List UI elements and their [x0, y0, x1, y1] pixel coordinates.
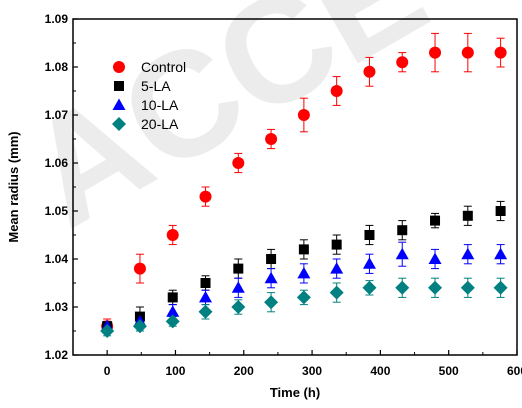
y-tick-label: 1.04	[45, 252, 69, 266]
5-la-point	[462, 210, 473, 221]
20-la-point	[460, 280, 475, 295]
20-la-point	[165, 314, 180, 329]
control-point	[265, 133, 278, 145]
control-point	[494, 46, 507, 59]
data-points	[100, 46, 508, 338]
10-la-point	[494, 247, 508, 260]
control-point	[166, 229, 179, 241]
10-la-point	[428, 252, 442, 264]
5-la-point	[397, 225, 408, 236]
5-la-point	[200, 278, 211, 288]
x-tick-label: 500	[439, 364, 459, 378]
y-tick-label: 1.07	[45, 108, 69, 122]
control-point	[133, 262, 146, 275]
x-tick-label: 300	[302, 364, 322, 378]
10-la-point	[330, 262, 344, 274]
y-tick-label: 1.03	[45, 300, 69, 314]
20-la-point	[329, 285, 344, 300]
control-point	[232, 157, 245, 169]
control-point	[297, 109, 310, 121]
control-point	[429, 46, 442, 59]
x-tick-label: 0	[104, 364, 111, 378]
20-la-point	[362, 280, 377, 295]
y-tick-label: 1.06	[45, 156, 69, 170]
legend-label-control: Control	[141, 59, 186, 75]
control-point	[199, 190, 212, 203]
x-tick-label: 200	[234, 364, 254, 378]
y-tick-label: 1.05	[45, 204, 69, 218]
legend: Control 5-LA 10-LA 20-LA	[112, 59, 186, 132]
control-point	[461, 46, 474, 59]
20-la-point	[296, 290, 311, 305]
5-la-point	[430, 215, 441, 226]
10-la-point	[297, 266, 311, 279]
legend-label-10-la: 10-LA	[141, 97, 179, 113]
20-la-point	[395, 280, 410, 295]
control-point	[330, 85, 343, 97]
y-axis-title: Mean radius (mm)	[6, 131, 21, 242]
5-la-point	[167, 292, 178, 303]
y-tick-label: 1.08	[45, 60, 69, 74]
control-point	[396, 56, 409, 69]
5-la-point	[266, 254, 277, 264]
20-la-point	[132, 319, 147, 334]
legend-label-5-la: 5-LA	[141, 78, 171, 94]
watermark-text: ACCE	[0, 0, 452, 259]
legend-label-20-la: 20-LA	[141, 116, 179, 132]
y-tick-label: 1.02	[45, 348, 69, 362]
x-tick-label: 600	[507, 364, 522, 378]
y-tick-label: 1.09	[45, 12, 69, 26]
5-la-point	[495, 206, 506, 216]
10-la-point	[461, 247, 475, 260]
x-axis-title: Time (h)	[270, 385, 320, 400]
20-la-point	[428, 280, 443, 295]
legend-marker-5-la	[114, 81, 124, 91]
axis-ticks: 0 100 200 300 400 500 600 1.02 1.03 1.04 1.05 1.06 1…	[45, 12, 522, 378]
20-la-point	[231, 300, 246, 314]
watermark: ACCE	[0, 0, 452, 259]
10-la-point	[166, 305, 180, 317]
20-la-point	[100, 324, 115, 338]
10-la-point	[199, 290, 213, 303]
10-la-point	[264, 271, 278, 284]
5-la-point	[331, 239, 342, 250]
5-la-point	[233, 263, 244, 274]
20-la-point	[264, 295, 279, 310]
x-tick-label: 100	[165, 364, 185, 378]
control-point	[363, 65, 376, 78]
legend-marker-control	[113, 61, 125, 73]
5-la-point	[298, 244, 309, 255]
10-la-point	[231, 281, 245, 293]
20-la-point	[493, 280, 508, 295]
x-tick-label: 400	[370, 364, 390, 378]
legend-marker-20-la	[112, 117, 126, 131]
10-la-point	[362, 257, 376, 269]
10-la-point	[395, 247, 409, 260]
5-la-point	[364, 230, 375, 240]
legend-marker-10-la	[112, 98, 126, 110]
20-la-point	[198, 304, 213, 319]
